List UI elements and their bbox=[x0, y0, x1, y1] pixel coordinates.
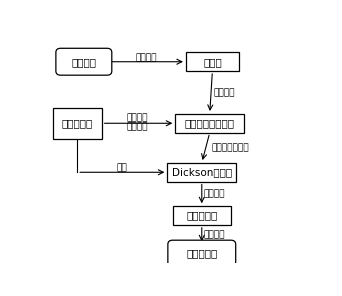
FancyBboxPatch shape bbox=[175, 114, 244, 133]
Text: 电源电压: 电源电压 bbox=[71, 57, 96, 67]
Text: 振荚器: 振荚器 bbox=[203, 57, 222, 67]
Text: 电荷泵输出: 电荷泵输出 bbox=[186, 248, 218, 258]
FancyBboxPatch shape bbox=[186, 52, 239, 71]
FancyBboxPatch shape bbox=[167, 163, 236, 182]
Text: 参考电压源: 参考电压源 bbox=[62, 118, 93, 128]
Text: 初始时钒: 初始时钒 bbox=[214, 88, 235, 97]
Text: 低通滤波器: 低通滤波器 bbox=[186, 210, 218, 221]
Text: 参与时钒: 参与时钒 bbox=[127, 113, 148, 122]
FancyBboxPatch shape bbox=[53, 108, 102, 139]
Text: 决定幅度: 决定幅度 bbox=[136, 54, 157, 63]
Text: 时钒幅度加倍电路: 时钒幅度加倍电路 bbox=[185, 118, 235, 128]
Text: 驱动: 驱动 bbox=[117, 163, 128, 172]
FancyBboxPatch shape bbox=[56, 48, 112, 75]
Text: Dickson电荷泵: Dickson电荷泵 bbox=[172, 167, 232, 177]
FancyBboxPatch shape bbox=[173, 206, 231, 225]
Text: 幅度定义: 幅度定义 bbox=[127, 122, 148, 131]
Text: 初始输出: 初始输出 bbox=[203, 189, 225, 198]
FancyBboxPatch shape bbox=[168, 240, 236, 266]
Text: 定义幅度的时钒: 定义幅度的时钒 bbox=[211, 143, 249, 152]
Text: 滤波输出: 滤波输出 bbox=[203, 230, 225, 239]
